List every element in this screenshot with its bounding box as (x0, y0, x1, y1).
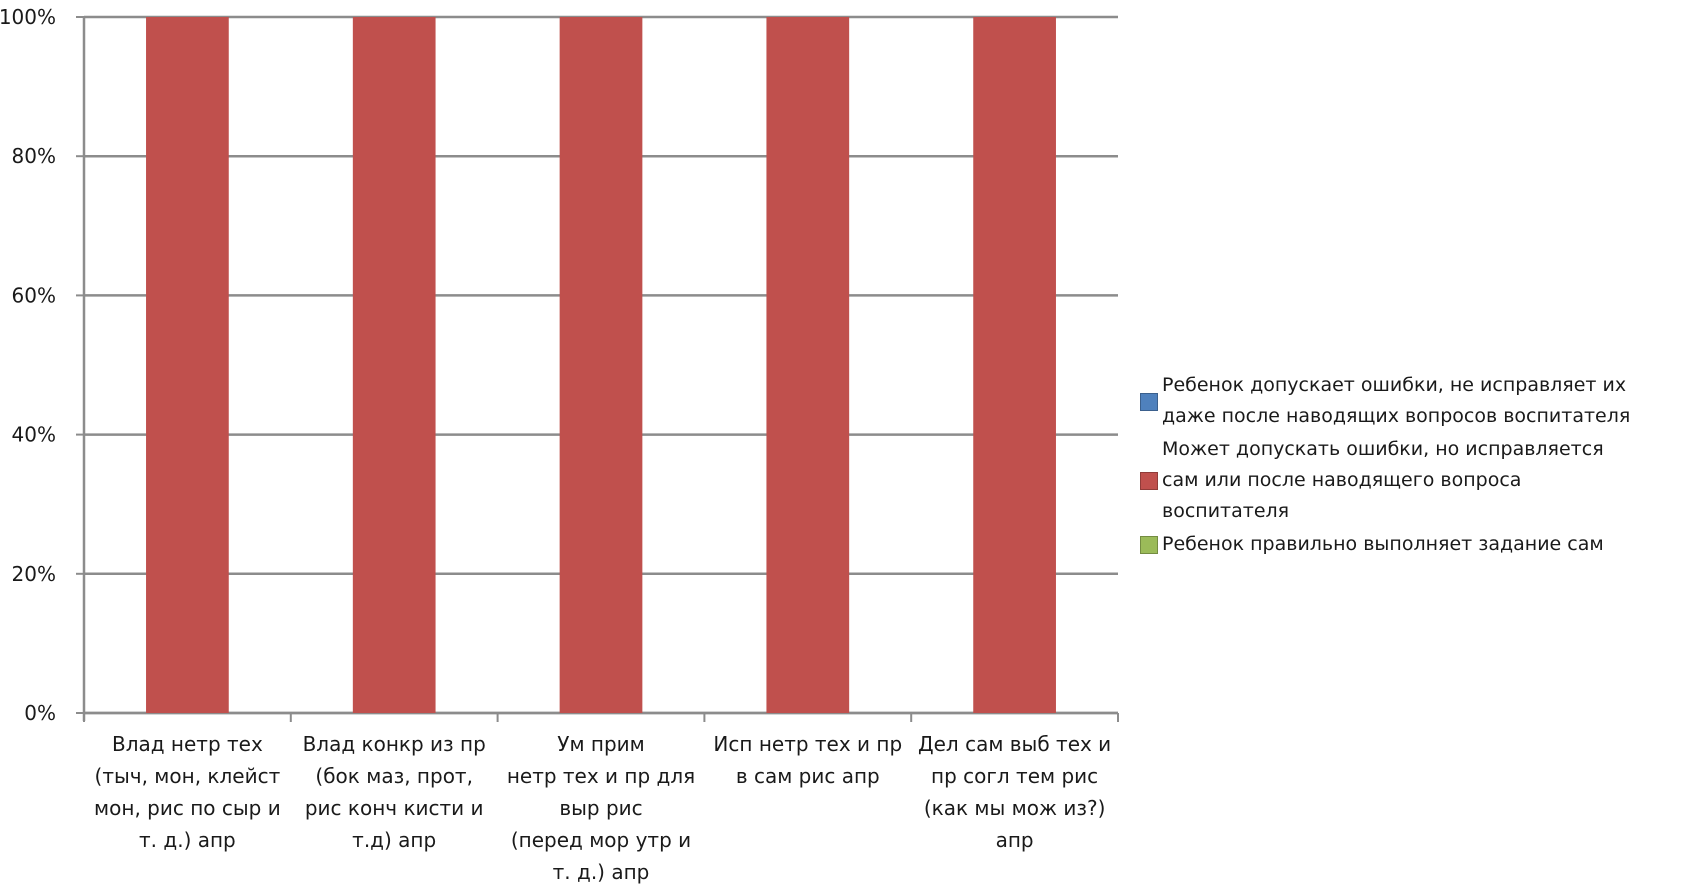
x-category-label-line: нетр тех и пр для (506, 764, 696, 788)
x-category-label-line: выр рис (559, 796, 643, 820)
x-category-label-line: пр согл тем рис (931, 764, 1099, 788)
bar-chart: 0% 20% 40% 60% 80% 100% (0, 5, 1119, 725)
x-category-label: Ум прим нетр тех и пр для выр рис (перед мо… (501, 728, 701, 888)
legend-label-line: воспитателя (1162, 500, 1290, 522)
x-category-label: Дел сам выб тех и пр согл тем рис (как мы … (915, 728, 1115, 856)
x-category-label-line: Ум прим (557, 732, 645, 756)
y-tick-label: 100% (0, 5, 56, 29)
legend-item: Ребенок допускает ошибки, не исправляет … (1140, 370, 1695, 432)
legend-label-line: Может допускать ошибки, но исправляется (1162, 438, 1604, 460)
x-category-label-line: мон, рис по сыр и (94, 796, 281, 820)
legend-swatch (1140, 472, 1158, 490)
x-category-label: Влад конкр из пр (бок маз, прот, рис конч … (294, 728, 494, 856)
legend-label-line: Ребенок допускает ошибки, не исправляет … (1162, 374, 1627, 396)
x-category-label-line: апр (995, 828, 1034, 852)
y-tick-label: 40% (12, 423, 56, 447)
x-category-label: Влад нетр тех (тыч, мон, клейст мон, рис п… (87, 728, 287, 856)
x-category-label-line: Исп нетр тех и пр (713, 732, 903, 756)
bar-segment (559, 17, 643, 713)
x-category-label-line: рис конч кисти и (304, 796, 484, 820)
x-category-label-line: (бок маз, прот, (315, 764, 473, 788)
y-tick-label: 60% (12, 283, 56, 307)
y-tick-label: 80% (12, 144, 56, 168)
legend-swatch (1140, 392, 1158, 411)
legend-label: Ребенок допускает ошибки, не исправляет … (1162, 370, 1630, 432)
y-tick-label: 20% (12, 562, 56, 586)
x-category-label-line: (перед мор утр и (510, 828, 692, 852)
x-category-label-line: (как мы мож из?) (923, 796, 1106, 820)
x-category-label: Исп нетр тех и пр в сам рис апр (708, 728, 908, 792)
legend-label-line: сам или после наводящего вопроса (1162, 469, 1522, 491)
legend-item: Ребенок правильно выполняет задание сам (1140, 529, 1695, 560)
legend-label-line: даже после наводящих вопросов воспитател… (1162, 405, 1631, 427)
x-category-label-line: Влад конкр из пр (302, 732, 486, 756)
x-category-label-line: (тыч, мон, клейст (94, 764, 281, 788)
legend-label-line: Ребенок правильно выполняет задание сам (1162, 533, 1604, 555)
legend-item: Может допускать ошибки, но исправляется с… (1140, 434, 1695, 527)
x-category-label-line: в сам рис апр (735, 764, 880, 788)
bar-segment (973, 17, 1056, 713)
chart-area: 0% 20% 40% 60% 80% 100% Влад нетр тех (тыч, мо… (0, 5, 1119, 888)
bar-segment (146, 17, 229, 713)
x-category-label-line: Влад нетр тех (111, 732, 263, 756)
y-tick-label: 0% (24, 701, 56, 725)
x-category-label-line: т. д.) апр (139, 828, 236, 852)
x-category-label-line: т.д) апр (352, 828, 437, 852)
legend-swatch (1140, 536, 1158, 554)
legend: Ребенок допускает ошибки, не исправляет … (1140, 370, 1695, 562)
x-category-label-line: Дел сам выб тех и (918, 732, 1112, 756)
bar-segment (352, 17, 436, 713)
bar-segment (766, 17, 850, 713)
legend-label: Ребенок правильно выполняет задание сам (1162, 529, 1604, 560)
x-category-label-line: т. д.) апр (552, 860, 650, 884)
legend-label: Может допускать ошибки, но исправляется с… (1162, 434, 1604, 527)
